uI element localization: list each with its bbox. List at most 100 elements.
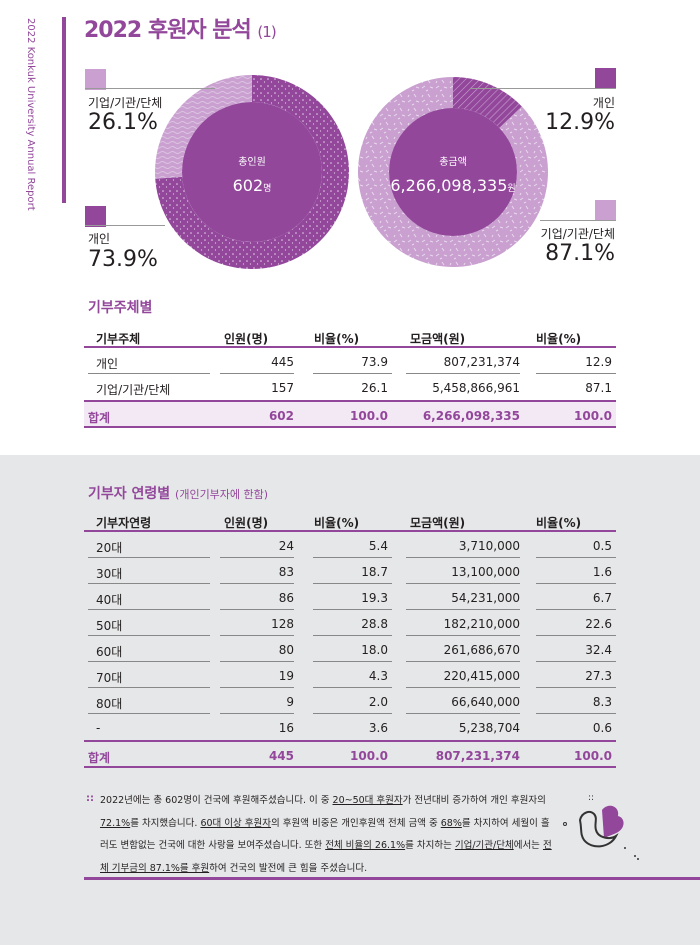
table2-heading-note: (개인기부자에 한함) xyxy=(175,488,269,501)
total-row: 합계 445 100.0 807,231,374 100.0 xyxy=(84,740,616,768)
donut-center xyxy=(182,102,322,242)
table-header: 기부주체 인원(명) 비율(%) 모금액(원) 비율(%) xyxy=(84,326,616,348)
table-cell: 83 xyxy=(278,565,294,579)
table-cell: 30대 xyxy=(96,567,123,581)
donut-charts xyxy=(154,75,548,270)
note-highlight: 전체 기부금의 87.1%를 후원 xyxy=(100,840,552,874)
total-cell: 100.0 xyxy=(350,749,388,763)
table2-heading: 기부자 연령별 (개인기부자에 한함) xyxy=(88,483,268,503)
donut-amount-value: 6,266,098,335원 xyxy=(373,176,533,195)
total-cell: 807,231,374 xyxy=(435,749,520,763)
table-by-donor-type: 기부주체 인원(명) 비율(%) 모금액(원) 비율(%) 개인 445 73.9 807,23… xyxy=(84,326,616,428)
table-cell: 128 xyxy=(271,617,294,631)
table-by-age: 기부자연령 인원(명) 비율(%) 모금액(원) 비율(%) 20대 24 5.4 3,710,… xyxy=(84,510,616,768)
table-cell: 87.1 xyxy=(585,381,612,395)
table-row: - 16 3.6 5,238,704 0.6 xyxy=(84,714,616,740)
table-cell: 26.1 xyxy=(361,381,388,395)
side-caption: 2022 Konkuk University Annual Report xyxy=(25,18,36,211)
table-cell: 22.6 xyxy=(585,617,612,631)
donut-segment xyxy=(453,77,522,128)
side-bar xyxy=(62,17,66,203)
table-cell: 50대 xyxy=(96,619,123,633)
bottom-rule xyxy=(84,877,700,880)
table-row: 60대 80 18.0 261,686,670 32.4 xyxy=(84,636,616,662)
amount-value: 6,266,098,335 xyxy=(390,176,508,195)
table-cell: 3,710,000 xyxy=(458,539,520,553)
table-cell: 40대 xyxy=(96,593,123,607)
note-text: 에서는 xyxy=(513,840,543,851)
table-cell: 0.6 xyxy=(592,721,612,735)
table-header: 기부자연령 인원(명) 비율(%) 모금액(원) 비율(%) xyxy=(84,510,616,532)
leader-line xyxy=(85,225,165,226)
table-row: 40대 86 19.3 54,231,000 6.7 xyxy=(84,584,616,610)
title-text: 2022 후원자 분석 xyxy=(84,18,252,43)
column-header: 기부자연령 xyxy=(96,516,152,530)
summary-note: 2022년에는 총 602명이 건국에 후원해주셨습니다. 이 중 20~50대… xyxy=(86,790,556,880)
table-cell: 807,231,374 xyxy=(443,355,520,369)
table-row: 20대 24 5.4 3,710,000 0.5 xyxy=(84,532,616,558)
legend-label-individual-amount: 개인 xyxy=(592,96,615,110)
note-text: 가 전년대비 증가하여 개인 후원자의 xyxy=(402,795,546,806)
note-text: 를 차지하는 xyxy=(405,840,455,851)
table-cell: 4.3 xyxy=(368,669,388,683)
donut-center xyxy=(389,108,517,236)
top-section xyxy=(0,0,700,455)
table-cell: 66,640,000 xyxy=(451,695,520,709)
column-header: 모금액(원) xyxy=(410,332,466,346)
table-row: 70대 19 4.3 220,415,000 27.3 xyxy=(84,662,616,688)
table-cell: - xyxy=(96,721,101,735)
legend-pct-individual-amount: 12.9% xyxy=(545,110,615,135)
table-cell: 18.7 xyxy=(361,565,388,579)
table-cell: 70대 xyxy=(96,671,123,685)
legend-pct-individual: 73.9% xyxy=(88,247,158,272)
legend-label-individual: 개인 xyxy=(88,232,111,246)
note-highlight: 기업/기관/단체 xyxy=(454,840,514,851)
legend-pct-corporate-amount: 87.1% xyxy=(545,241,615,266)
table-cell: 28.8 xyxy=(361,617,388,631)
note-bullet-icon: :: xyxy=(86,793,94,804)
note-highlight: 전체 비율의 26.1% xyxy=(325,840,406,851)
table-cell: 18.0 xyxy=(361,643,388,657)
legend-swatch-individual xyxy=(85,206,106,227)
legend-swatch-corporate-amount xyxy=(595,200,616,221)
note-text: 를 차지하여 세월이 흘러도 변함없는 건국에 대한 사랑을 보여주셨습니다. … xyxy=(100,817,550,852)
table-cell: 12.9 xyxy=(585,355,612,369)
table-row: 30대 83 18.7 13,100,000 1.6 xyxy=(84,558,616,584)
people-value: 602 xyxy=(232,176,264,195)
note-highlight: 68% xyxy=(440,817,462,829)
note-text: 의 후원액 비중은 개인후원액 전체 금액 중 xyxy=(271,817,441,829)
total-cell: 6,266,098,335 xyxy=(422,409,520,423)
donut-amount-label: 총금액 xyxy=(439,157,467,168)
column-header: 비율(%) xyxy=(536,332,582,346)
donut-segment xyxy=(358,77,548,267)
table-cell: 80 xyxy=(278,643,294,657)
table-cell: 5,238,704 xyxy=(458,721,520,735)
donut-people-value: 602명 xyxy=(202,176,302,195)
note-text: 를 차지했습니다. xyxy=(130,817,201,829)
table-cell: 19.3 xyxy=(361,591,388,605)
note-highlight: 72.1% xyxy=(100,817,131,829)
table-cell: 261,686,670 xyxy=(443,643,520,657)
bird-heart-icon: :: xyxy=(563,793,639,860)
leader-line xyxy=(85,88,215,89)
people-unit: 명 xyxy=(263,184,272,194)
total-cell: 100.0 xyxy=(574,749,612,763)
table-cell: 20대 xyxy=(96,541,123,555)
column-header: 비율(%) xyxy=(536,516,582,530)
table-row: 개인 445 73.9 807,231,374 12.9 xyxy=(84,348,616,374)
table-cell: 54,231,000 xyxy=(451,591,520,605)
table-cell: 220,415,000 xyxy=(443,669,520,683)
note-text: 2022년에는 총 602명이 건국에 후원해주셨습니다. 이 중 xyxy=(100,795,333,806)
legend-swatch-corporate xyxy=(85,69,106,90)
title-suffix: (1) xyxy=(257,23,276,41)
legend-label-corporate-amount: 기업/기관/단체 xyxy=(540,227,615,241)
table-cell: 80대 xyxy=(96,697,123,711)
column-header: 모금액(원) xyxy=(410,516,466,530)
total-row: 합계 602 100.0 6,266,098,335 100.0 xyxy=(84,400,616,428)
legend-label-corporate: 기업/기관/단체 xyxy=(88,96,163,110)
note-text: 하여 건국의 발전에 큰 힘을 주셨습니다. xyxy=(209,862,368,874)
table-cell: 32.4 xyxy=(585,643,612,657)
table-cell: 개인 xyxy=(96,357,119,371)
note-highlight: 60대 이상 후원자 xyxy=(200,817,272,829)
column-header: 비율(%) xyxy=(314,332,360,346)
